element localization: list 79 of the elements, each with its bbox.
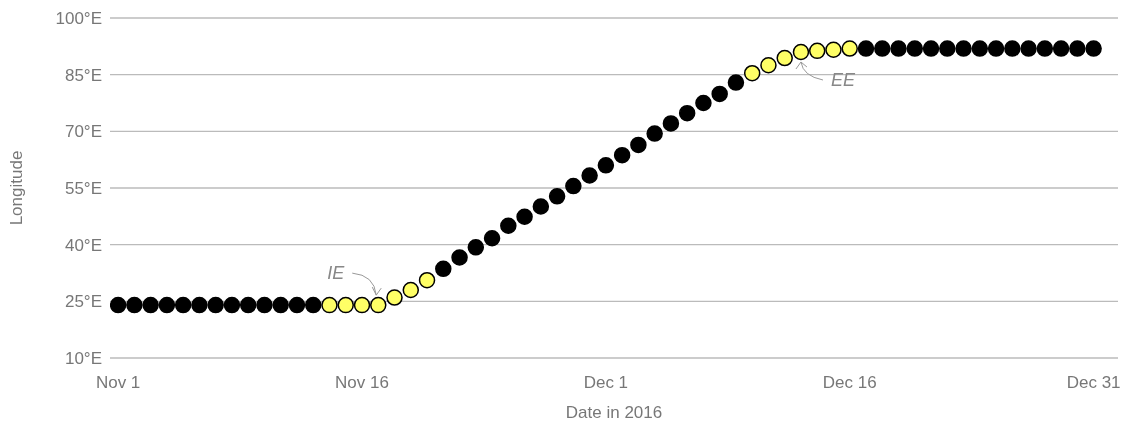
point bbox=[776, 49, 793, 67]
annotation: EE bbox=[830, 70, 856, 90]
point bbox=[662, 115, 680, 132]
point bbox=[548, 188, 566, 205]
y-tick-label: 40°E bbox=[64, 235, 102, 255]
point bbox=[874, 40, 891, 57]
point bbox=[727, 74, 745, 91]
point bbox=[922, 40, 940, 57]
x-tick-label: Nov 1 bbox=[95, 373, 141, 393]
point bbox=[1069, 40, 1086, 57]
point bbox=[321, 296, 338, 314]
point bbox=[435, 260, 452, 278]
point bbox=[467, 239, 485, 256]
point bbox=[516, 208, 533, 225]
point bbox=[613, 146, 631, 164]
y-tick-label: 25°E bbox=[64, 292, 102, 312]
point bbox=[971, 40, 989, 57]
annotation: IE bbox=[327, 263, 346, 284]
point bbox=[808, 42, 826, 60]
point bbox=[110, 296, 127, 314]
point bbox=[126, 296, 143, 314]
point bbox=[890, 40, 907, 57]
point bbox=[532, 198, 550, 215]
y-tick-label: 85°E bbox=[64, 65, 102, 85]
y-tick-label: 55°E bbox=[64, 179, 102, 199]
point bbox=[386, 289, 403, 306]
note: IE bbox=[327, 263, 382, 296]
point bbox=[792, 43, 810, 61]
point bbox=[581, 167, 598, 184]
x-tick-label: Dec 31 bbox=[1066, 373, 1121, 393]
point bbox=[906, 40, 924, 57]
point bbox=[370, 296, 387, 314]
point bbox=[191, 296, 208, 314]
point bbox=[256, 296, 273, 314]
point bbox=[565, 177, 582, 195]
point bbox=[142, 296, 159, 314]
point bbox=[451, 249, 468, 266]
point bbox=[1085, 40, 1102, 57]
point bbox=[857, 40, 875, 57]
point bbox=[1004, 40, 1021, 57]
point bbox=[1020, 40, 1037, 57]
point bbox=[841, 40, 858, 57]
point bbox=[223, 296, 241, 314]
y-tick-label: 70°E bbox=[64, 122, 102, 142]
point bbox=[483, 229, 501, 247]
point bbox=[1036, 40, 1054, 57]
x-tick-label: Nov 16 bbox=[335, 373, 389, 393]
point bbox=[418, 271, 436, 289]
point bbox=[272, 296, 289, 314]
note: EE bbox=[795, 61, 855, 90]
point bbox=[174, 296, 192, 314]
x-tick-label: Dec 16 bbox=[822, 373, 877, 393]
point bbox=[678, 104, 696, 122]
y-tick-label: 100°E bbox=[55, 9, 102, 29]
point bbox=[500, 217, 517, 235]
point bbox=[760, 56, 777, 74]
point bbox=[353, 296, 371, 314]
point bbox=[597, 157, 615, 174]
point bbox=[239, 296, 257, 314]
point bbox=[304, 296, 322, 314]
point bbox=[711, 85, 728, 103]
y-axis-title: Longitude bbox=[7, 150, 27, 226]
point bbox=[207, 296, 224, 314]
point bbox=[630, 136, 647, 154]
point bbox=[646, 125, 663, 142]
x-tick-label: Dec 1 bbox=[583, 373, 629, 393]
point bbox=[955, 40, 972, 57]
x-axis-title: Date in 2016 bbox=[565, 403, 663, 422]
point bbox=[987, 40, 1005, 57]
point bbox=[743, 64, 761, 82]
point bbox=[288, 296, 306, 314]
point bbox=[158, 296, 176, 314]
point bbox=[402, 281, 420, 299]
point bbox=[825, 41, 842, 58]
point bbox=[695, 94, 712, 112]
point bbox=[337, 296, 354, 314]
y-tick-label: 10°E bbox=[64, 349, 102, 369]
point bbox=[1052, 40, 1070, 57]
point bbox=[939, 40, 956, 57]
